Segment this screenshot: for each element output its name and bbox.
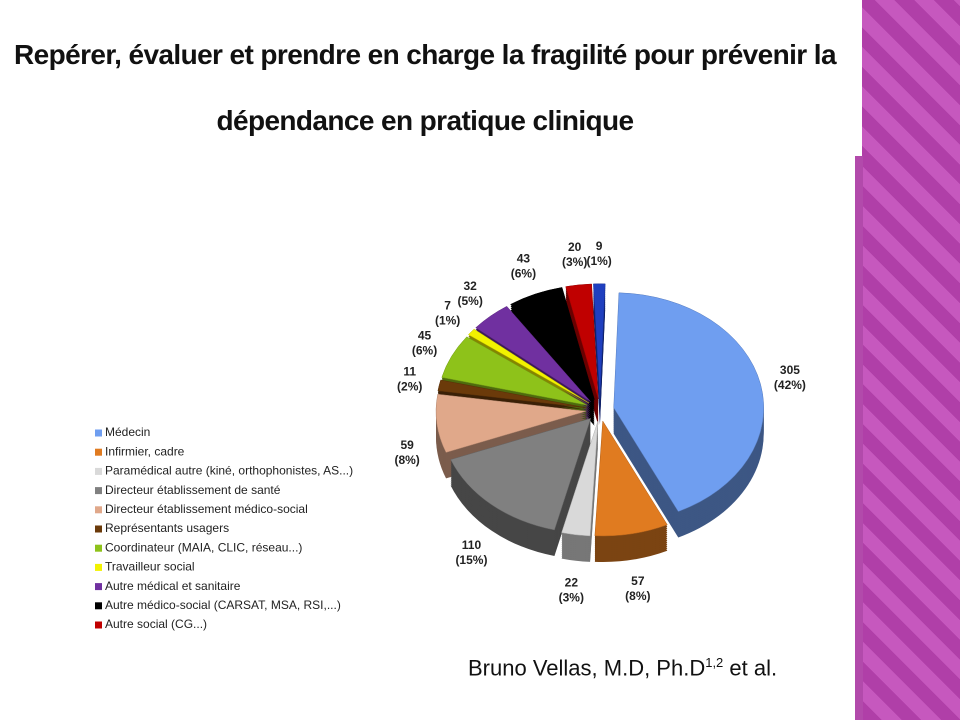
decoration: [862, 0, 960, 720]
pie-slice: [565, 283, 599, 399]
legend-label: Travailleur social: [105, 560, 195, 574]
data-label-line: 45: [418, 329, 432, 343]
data-label-line: 305: [780, 363, 800, 377]
data-label-line: 11: [403, 365, 416, 379]
data-label-line: 9: [596, 239, 603, 253]
pie-slice: [594, 420, 668, 537]
pie-slice: [437, 379, 587, 409]
legend-swatch: [95, 429, 102, 437]
legend-swatch: [95, 525, 102, 533]
data-label-line: (6%): [511, 267, 536, 281]
data-label: 110 (15%): [455, 538, 487, 567]
data-label: 22 (3%): [559, 576, 584, 605]
data-label-line: (3%): [559, 591, 584, 605]
data-label: 11 (2%): [397, 365, 422, 394]
author-suffix: et al.: [729, 655, 778, 681]
legend-swatch: [95, 602, 102, 610]
author: Bruno Vellas, M.D, Ph.D1,2 et al.: [468, 655, 777, 681]
data-label-line: (8%): [625, 589, 650, 603]
data-label-line: (6%): [412, 344, 437, 358]
legend-swatch: [95, 506, 102, 514]
data-label: 43 (6%): [511, 252, 536, 281]
chart: 305 (42%)57 (8%)22 (3%)110 (15%)59 (8%)11 (2%)…: [95, 239, 806, 631]
legend-swatch: [95, 583, 102, 591]
legend-swatch: [95, 544, 102, 552]
data-label-line: (2%): [397, 380, 422, 394]
pie-slice: [510, 287, 595, 400]
pie-slice: [468, 328, 590, 404]
legend-label: Représentants usagers: [105, 521, 229, 535]
data-label-line: 32: [464, 279, 478, 293]
legend-label: Autre médico-social (CARSAT, MSA, RSI,..…: [105, 598, 341, 612]
legend-label: Directeur établissement de santé: [105, 483, 281, 497]
data-label-line: (5%): [458, 294, 483, 308]
data-label-line: 43: [517, 252, 531, 266]
data-label-line: 57: [631, 574, 645, 588]
data-label: 59 (8%): [394, 438, 419, 467]
legend-swatch: [95, 563, 102, 571]
pie-slice: [475, 306, 591, 402]
data-label: 45 (6%): [412, 329, 437, 358]
data-label-line: 7: [444, 298, 451, 312]
legend-label: Infirmier, cadre: [105, 444, 185, 458]
data-label-line: 20: [568, 240, 582, 254]
pie-slice: [593, 283, 606, 399]
data-label: 9 (1%): [586, 239, 611, 268]
data-label: 7 (1%): [435, 298, 460, 327]
slide-title: Repérer, évaluer et prendre en charge la…: [14, 39, 837, 136]
data-label-line: 22: [565, 576, 579, 590]
legend-swatch: [95, 621, 102, 629]
legend-label: Médecin: [105, 425, 150, 439]
pie-slice: [561, 420, 599, 537]
pie-slice: [435, 393, 587, 453]
legend-label: Directeur établissement médico-social: [105, 502, 308, 516]
data-label-line: 59: [400, 438, 414, 452]
data-label: 57 (8%): [625, 574, 650, 603]
data-label-line: (15%): [455, 553, 487, 567]
affiliations: 1,2: [705, 655, 724, 670]
legend-label: Coordinateur (MAIA, CLIC, réseau...): [105, 540, 302, 554]
data-label-line: 110: [462, 538, 482, 552]
data-label-line: (1%): [435, 313, 460, 327]
data-label-line: (8%): [394, 453, 419, 467]
data-label: 20 (3%): [562, 240, 587, 269]
decoration: [855, 156, 863, 720]
pie-slice: [613, 292, 764, 512]
pie-slice: [441, 336, 588, 406]
legend-swatch: [95, 467, 102, 475]
pie-slice: [450, 418, 592, 531]
author-name: Bruno Vellas, M.D, Ph.D: [468, 655, 706, 681]
data-label: 305 (42%): [774, 363, 806, 392]
data-label: 32 (5%): [458, 279, 483, 308]
legend-swatch: [95, 487, 102, 495]
legend-label: Paramédical autre (kiné, orthophonistes,…: [105, 464, 353, 478]
data-label-line: (3%): [562, 255, 587, 269]
legend-label: Autre social (CG...): [105, 617, 207, 631]
legend-label: Autre médical et sanitaire: [105, 579, 241, 593]
data-label-line: (42%): [774, 378, 806, 392]
data-label-line: (1%): [586, 254, 611, 268]
legend-swatch: [95, 448, 102, 456]
